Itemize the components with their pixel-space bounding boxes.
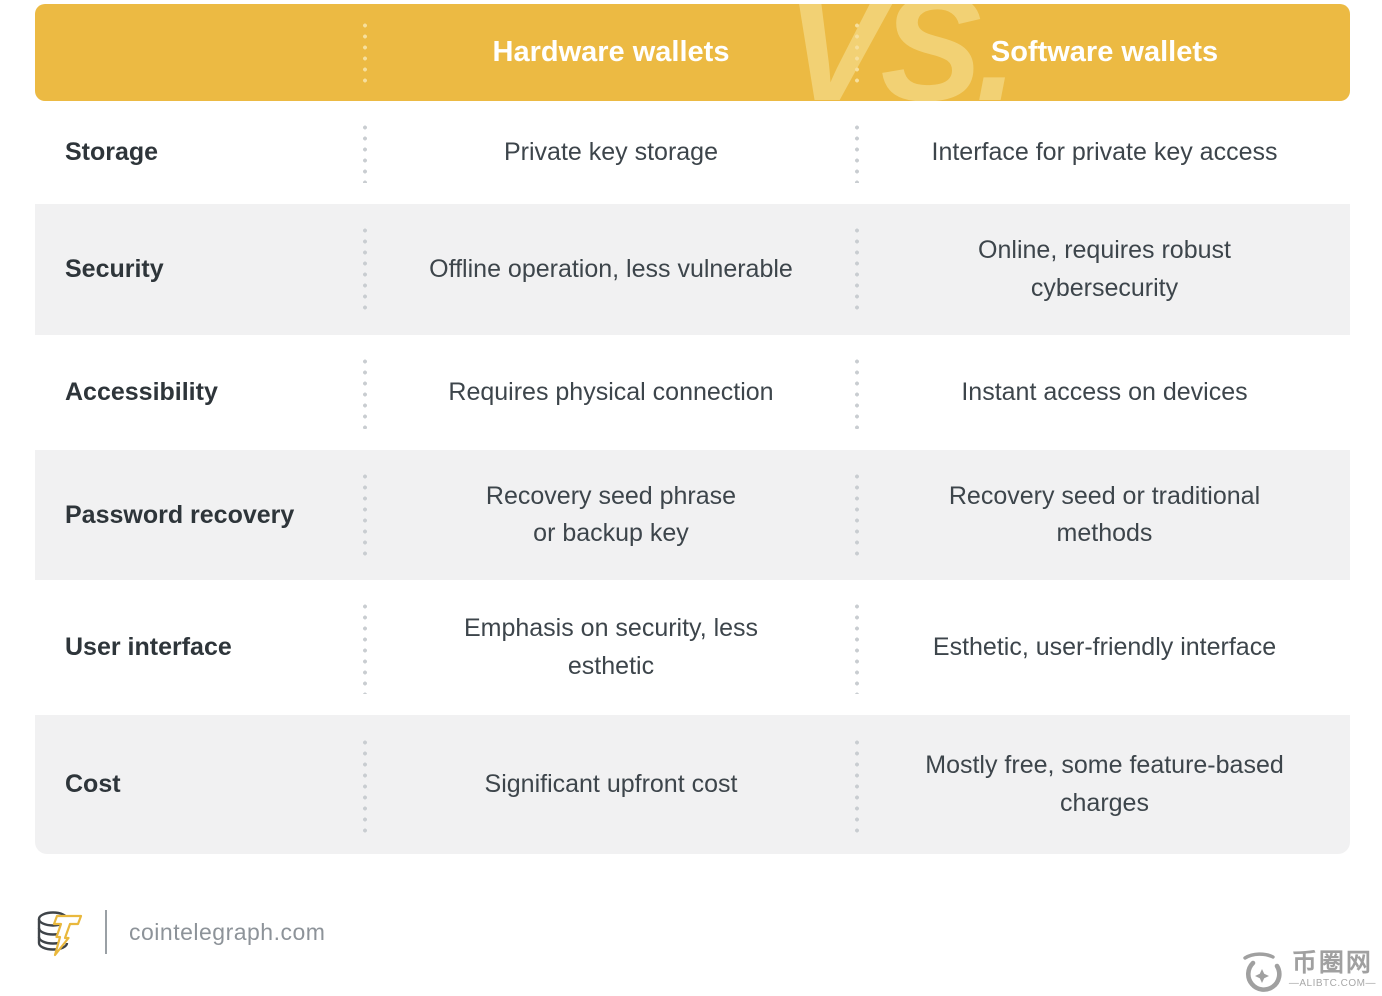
table-row-accessibility: Accessibility Requires physical connecti…: [35, 335, 1350, 450]
table-row-user-interface: User interface Emphasis on security, les…: [35, 580, 1350, 715]
table-row-security: Security Offline operation, less vulnera…: [35, 204, 1350, 335]
column-header-hardware: Hardware wallets: [492, 36, 730, 68]
cointelegraph-logo-icon: [37, 911, 83, 957]
divider-dots: [363, 471, 367, 559]
table-row-password-recovery: Password recovery Recovery seed phrase o…: [35, 450, 1350, 580]
row-label: Security: [65, 255, 164, 283]
table-row-cost: Cost Significant upfront cost Mostly fre…: [35, 715, 1350, 854]
divider-dots: [363, 122, 367, 183]
biquanwang-logo-icon: [1243, 952, 1282, 992]
comparison-table: VS. Hardware wallets Software wallets St…: [35, 4, 1350, 854]
row-label: Accessibility: [65, 378, 218, 406]
row-label: Storage: [65, 138, 159, 166]
software-cell: Mostly free, some feature-based charges: [925, 751, 1284, 817]
hardware-cell: Significant upfront cost: [484, 769, 738, 798]
footer: cointelegraph.com: [35, 903, 325, 961]
divider-dots: [363, 601, 367, 694]
divider-dots: [855, 471, 859, 559]
divider-dots: [363, 356, 367, 429]
hardware-cell: Offline operation, less vulnerable: [429, 254, 793, 283]
software-cell: Instant access on devices: [961, 377, 1248, 406]
footer-site-url[interactable]: cointelegraph.com: [129, 918, 326, 945]
hardware-cell: Emphasis on security, less esthetic: [463, 614, 759, 680]
column-header-software: Software wallets: [990, 36, 1219, 68]
table-row-storage: Storage Private key storage Interface fo…: [35, 101, 1350, 204]
software-cell: Online, requires robust cybersecurity: [978, 236, 1231, 302]
row-label: Cost: [65, 770, 121, 798]
divider-dots: [855, 356, 859, 429]
header-divider-dots-1: [363, 19, 367, 86]
divider-dots: [855, 225, 859, 314]
row-label: Password recovery: [65, 500, 295, 529]
hardware-cell: Private key storage: [504, 137, 718, 166]
software-cell: Recovery seed or traditional methods: [948, 481, 1261, 548]
watermark-site-name: 币圈网: [1291, 949, 1373, 977]
divider-dots: [855, 601, 859, 694]
divider-dots: [363, 225, 367, 314]
divider-dots: [855, 122, 859, 183]
divider-dots: [855, 736, 859, 833]
row-label: User interface: [65, 633, 232, 661]
table-header: VS. Hardware wallets Software wallets: [35, 4, 1350, 101]
hardware-cell: Recovery seed phrase or backup key: [485, 481, 737, 548]
hardware-cell: Requires physical connection: [448, 377, 774, 406]
divider-dots: [363, 736, 367, 833]
vs-watermark: VS.: [785, 4, 1018, 101]
software-cell: Esthetic, user-friendly interface: [932, 632, 1277, 661]
software-cell: Interface for private key access: [931, 137, 1278, 166]
footer-divider: [105, 910, 107, 954]
header-divider-dots-2: [855, 19, 859, 86]
watermark-site-url: —ALIBTC.COM—: [1288, 977, 1376, 989]
site-watermark: 币圈网 —ALIBTC.COM—: [1239, 949, 1376, 994]
